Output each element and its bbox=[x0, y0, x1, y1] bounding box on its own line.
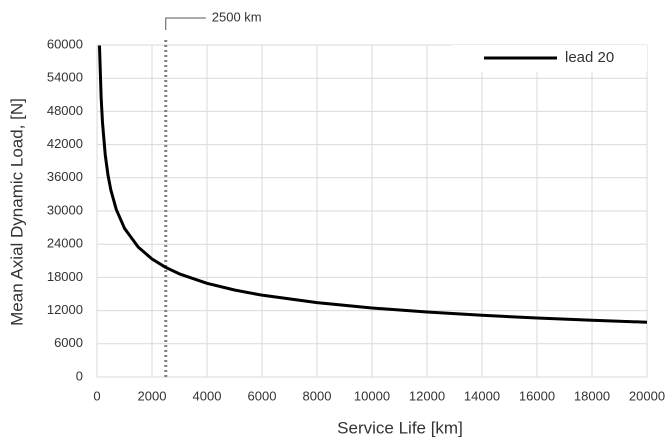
y-tick-label: 18000 bbox=[47, 269, 83, 284]
x-tick-label: 10000 bbox=[354, 388, 390, 403]
x-tick-label: 2000 bbox=[138, 388, 167, 403]
x-axis-title: Service Life [km] bbox=[337, 418, 463, 437]
x-tick-label: 14000 bbox=[464, 388, 500, 403]
y-axis-title: Mean Axial Dynamic Load, [N] bbox=[7, 98, 26, 326]
annotation-label: 2500 km bbox=[212, 9, 262, 24]
y-tick-label: 36000 bbox=[47, 169, 83, 184]
x-tick-label: 16000 bbox=[519, 388, 555, 403]
x-tick-label: 4000 bbox=[193, 388, 222, 403]
data-line bbox=[97, 45, 648, 324]
x-tick-label: 20000 bbox=[629, 388, 665, 403]
x-tick-label: 0 bbox=[93, 388, 100, 403]
y-tick-label: 12000 bbox=[47, 302, 83, 317]
x-tick-label: 18000 bbox=[574, 388, 610, 403]
y-tick-label: 48000 bbox=[47, 103, 83, 118]
annotation-bracket bbox=[165, 17, 206, 30]
y-tick-label: 60000 bbox=[47, 36, 83, 51]
y-tick-label: 42000 bbox=[47, 136, 83, 151]
x-tick-label: 12000 bbox=[409, 388, 445, 403]
x-tick-label: 6000 bbox=[248, 388, 277, 403]
y-tick-label: 0 bbox=[76, 368, 83, 383]
x-tick-label: 8000 bbox=[303, 388, 332, 403]
y-tick-label: 6000 bbox=[54, 335, 83, 350]
y-tick-label: 24000 bbox=[47, 236, 83, 251]
y-tick-label: 54000 bbox=[47, 70, 83, 85]
y-tick-label: 30000 bbox=[47, 202, 83, 217]
legend-label: lead 20 bbox=[565, 49, 614, 66]
